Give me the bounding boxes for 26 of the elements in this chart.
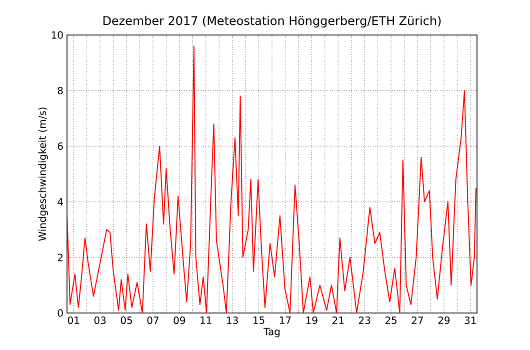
y-tick-label: 2: [58, 254, 62, 262]
y-tick-label: 10: [52, 31, 63, 39]
y-tick-label: 4: [58, 198, 63, 206]
x-tick-label: 17: [280, 316, 291, 324]
x-tick-label: 05: [120, 316, 132, 324]
x-tick-label: 29: [438, 316, 450, 324]
y-axis-title: Windgeschwindigkeit (m/s): [38, 108, 48, 241]
x-tick-label: 19: [306, 316, 318, 324]
x-axis-title: Tag: [264, 328, 280, 338]
x-tick-label: 31: [464, 316, 476, 324]
x-tick-label: 27: [412, 316, 423, 324]
y-tick-label: 6: [58, 142, 63, 150]
x-tick-label: 25: [385, 316, 396, 324]
x-tick-label: 01: [68, 316, 80, 324]
x-tick-label: 07: [147, 316, 158, 324]
x-tick-label: 09: [174, 316, 186, 324]
x-tick-label: 23: [358, 316, 370, 324]
x-tick-label: 15: [254, 316, 264, 324]
x-tick-label: 11: [200, 316, 212, 324]
x-tick-label: 13: [227, 316, 238, 324]
y-tick-label: 8: [58, 86, 63, 94]
line-series: [67, 46, 476, 313]
chart-title: Dezember 2017 (Meteostation Hönggerberg/ETH Zürich): [103, 16, 441, 28]
x-tick-label: 21: [332, 316, 344, 324]
y-tick-label: 0: [58, 309, 63, 317]
x-tick-label: 03: [94, 316, 106, 324]
